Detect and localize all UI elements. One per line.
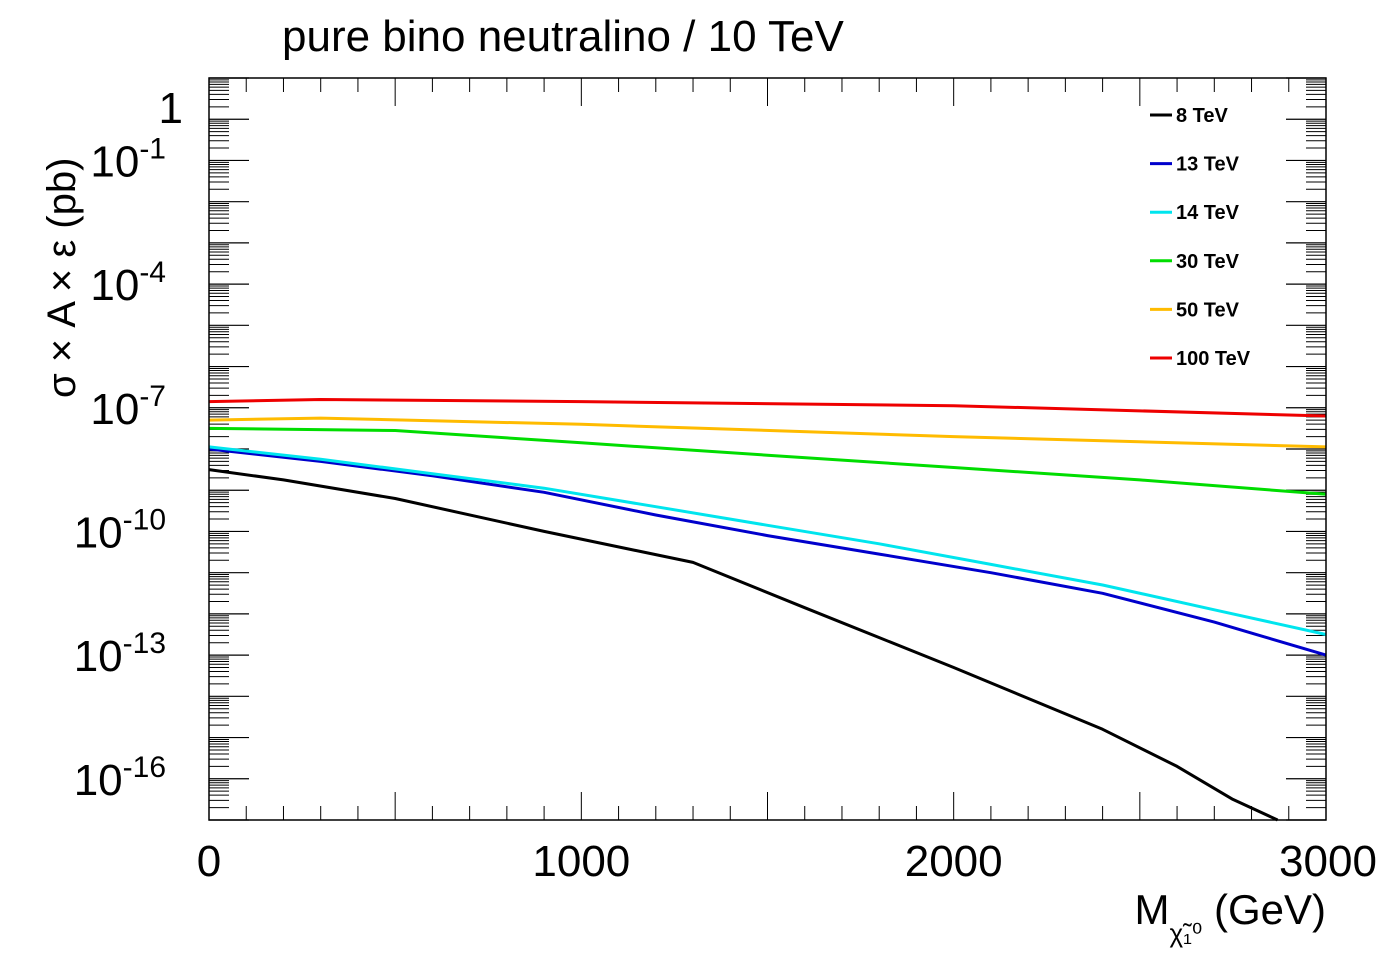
series-line-8-tev: [208, 468, 1279, 822]
x-axis-label-sub: χ̃₁⁰: [1169, 918, 1203, 948]
y-tick-label-exponent: -10: [123, 503, 166, 536]
legend-label: 30 TeV: [1176, 251, 1240, 273]
y-tick-label-exponent: -13: [123, 627, 166, 660]
series-line-100-tev: [208, 398, 1327, 418]
series-line-13-tev: [208, 447, 1327, 657]
plot-frame: [208, 77, 1327, 821]
y-tick-label-exponent: -4: [139, 256, 166, 289]
x-tick-label: 3000: [1279, 837, 1377, 886]
y-axis-label: σ × A × ε (pb): [40, 158, 85, 398]
legend-label: 8 TeV: [1176, 105, 1229, 127]
x-axis-label-unit: (GeV): [1213, 886, 1326, 933]
y-tick-label-exponent: -7: [139, 380, 166, 413]
y-axis-label-text: σ × A × ε (pb): [40, 157, 84, 398]
y-tick-label: 10-4: [90, 256, 166, 310]
axis-ticks: [208, 77, 1327, 821]
y-tick-label: 10-16: [74, 751, 166, 805]
y-tick-label: 10-13: [74, 627, 166, 681]
x-tick-labels: 0 1000 2000 3000: [197, 837, 1377, 886]
legend-label: 100 TeV: [1176, 348, 1251, 370]
x-axis-label: Mχ̃₁⁰ (GeV): [1134, 886, 1326, 949]
x-axis-label-main: M: [1134, 886, 1170, 933]
y-tick-labels: 110-1 10-4 10-7 10-10 10-13 10-16: [74, 84, 183, 805]
x-tick-label: 1000: [532, 837, 630, 886]
legend-label: 14 TeV: [1176, 202, 1240, 224]
x-tick-label: 2000: [905, 837, 1003, 886]
series-line-50-tev: [208, 416, 1327, 449]
series-lines: [208, 398, 1327, 822]
y-tick-label: 10-10: [74, 503, 166, 557]
legend-label: 13 TeV: [1176, 154, 1240, 176]
legend: 8 TeV 13 TeV 14 TeV 30 TeV 50 TeV 100 TeV: [1150, 105, 1251, 370]
y-tick-label-exponent: -1: [139, 132, 166, 165]
x-tick-label: 0: [197, 837, 221, 886]
y-tick-label-exponent: -16: [123, 751, 166, 784]
y-tick-label: 10-1: [90, 132, 166, 186]
series-line-14-tev: [208, 445, 1327, 636]
y-tick-label: 1: [159, 84, 183, 133]
y-tick-label: 10-7: [90, 380, 166, 434]
series-line-30-tev: [208, 426, 1327, 496]
chart-title: pure bino neutralino / 10 TeV: [282, 12, 844, 61]
legend-label: 50 TeV: [1176, 299, 1240, 321]
